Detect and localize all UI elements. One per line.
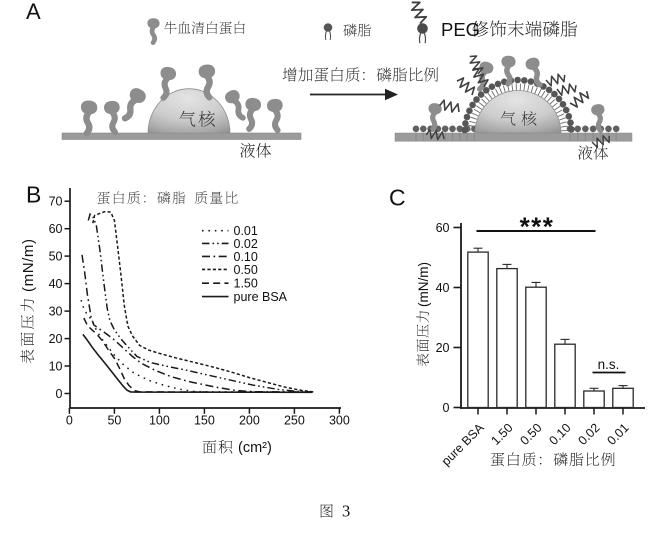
svg-text:PEG: PEG xyxy=(441,19,480,40)
svg-text:C: C xyxy=(389,185,406,211)
svg-text:0: 0 xyxy=(66,414,73,428)
svg-text:60: 60 xyxy=(436,221,450,235)
svg-text:40: 40 xyxy=(436,281,450,295)
svg-text:300: 300 xyxy=(329,414,350,428)
svg-text:0: 0 xyxy=(56,387,63,401)
svg-text:0.50: 0.50 xyxy=(234,263,258,277)
svg-text:B: B xyxy=(26,182,41,208)
svg-text:(mN/m): (mN/m) xyxy=(20,238,37,292)
svg-text:100: 100 xyxy=(149,414,170,428)
svg-text:60: 60 xyxy=(49,222,63,236)
svg-text:250: 250 xyxy=(284,414,305,428)
svg-text:0.02: 0.02 xyxy=(234,237,258,251)
svg-text:***: *** xyxy=(520,212,555,242)
svg-text:50: 50 xyxy=(107,414,121,428)
svg-text:1.50: 1.50 xyxy=(234,277,258,291)
svg-text:3: 3 xyxy=(342,502,350,521)
svg-text:20: 20 xyxy=(436,341,450,355)
svg-text:20: 20 xyxy=(49,332,63,346)
svg-text:200: 200 xyxy=(239,414,260,428)
svg-text:10: 10 xyxy=(49,359,63,373)
svg-text:50: 50 xyxy=(49,250,63,264)
svg-text:0.10: 0.10 xyxy=(234,250,258,264)
svg-text:(mN/m): (mN/m) xyxy=(416,262,431,307)
svg-text:70: 70 xyxy=(49,195,63,209)
svg-text:(cm²): (cm²) xyxy=(238,440,272,456)
svg-text:n.s.: n.s. xyxy=(598,357,620,372)
svg-text:0: 0 xyxy=(443,401,450,415)
svg-text:30: 30 xyxy=(49,305,63,319)
svg-text:40: 40 xyxy=(49,277,63,291)
svg-text:pure BSA: pure BSA xyxy=(234,290,288,304)
svg-text:A: A xyxy=(26,0,41,24)
svg-text:150: 150 xyxy=(194,414,215,428)
